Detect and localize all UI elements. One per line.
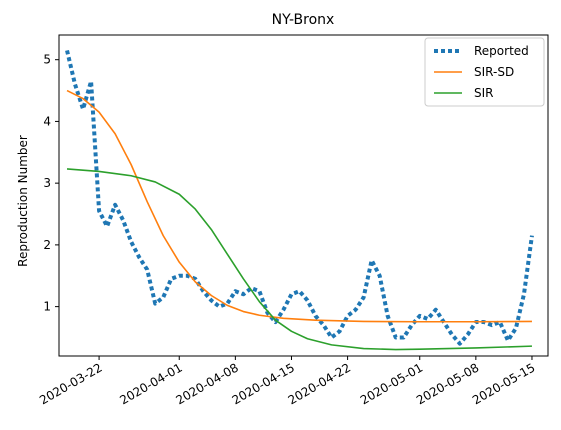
chart-title: NY-Bronx: [272, 12, 335, 28]
y-tick-label: 2: [43, 238, 51, 252]
y-axis-label: Reproduction Number: [16, 135, 30, 267]
series-lines: [65, 49, 534, 351]
x-tick-label: 2020-04-08: [173, 360, 240, 407]
y-tick-label: 3: [43, 176, 51, 190]
legend-label: SIR-SD: [474, 65, 514, 79]
x-tick-label: 2020-04-15: [230, 360, 297, 407]
x-tick-label: 2020-05-01: [358, 360, 425, 407]
x-tick-label: 2020-04-01: [117, 360, 184, 407]
legend-label: SIR: [474, 86, 494, 100]
series-line-sir-sd: [66, 89, 532, 323]
y-axis: 1 2 3 4 5: [43, 53, 59, 314]
series-line-sir: [66, 168, 532, 351]
x-tick-label: 2020-03-22: [37, 360, 104, 407]
x-tick-label: 2020-05-08: [414, 360, 481, 407]
y-tick-label: 5: [43, 53, 51, 67]
x-tick-label: 2020-04-22: [286, 360, 353, 407]
legend-box: [424, 37, 545, 107]
series-line-reported: [65, 49, 534, 346]
x-axis: 2020-03-22 2020-04-012020-04-082020-04-15…: [37, 356, 537, 407]
y-tick-label: 4: [43, 114, 51, 128]
x-tick-label: 2020-05-15: [470, 360, 537, 407]
y-tick-label: 1: [43, 300, 51, 314]
legend-label: Reported: [474, 44, 529, 58]
legend: Reported SIR-SD SIR: [424, 37, 545, 107]
